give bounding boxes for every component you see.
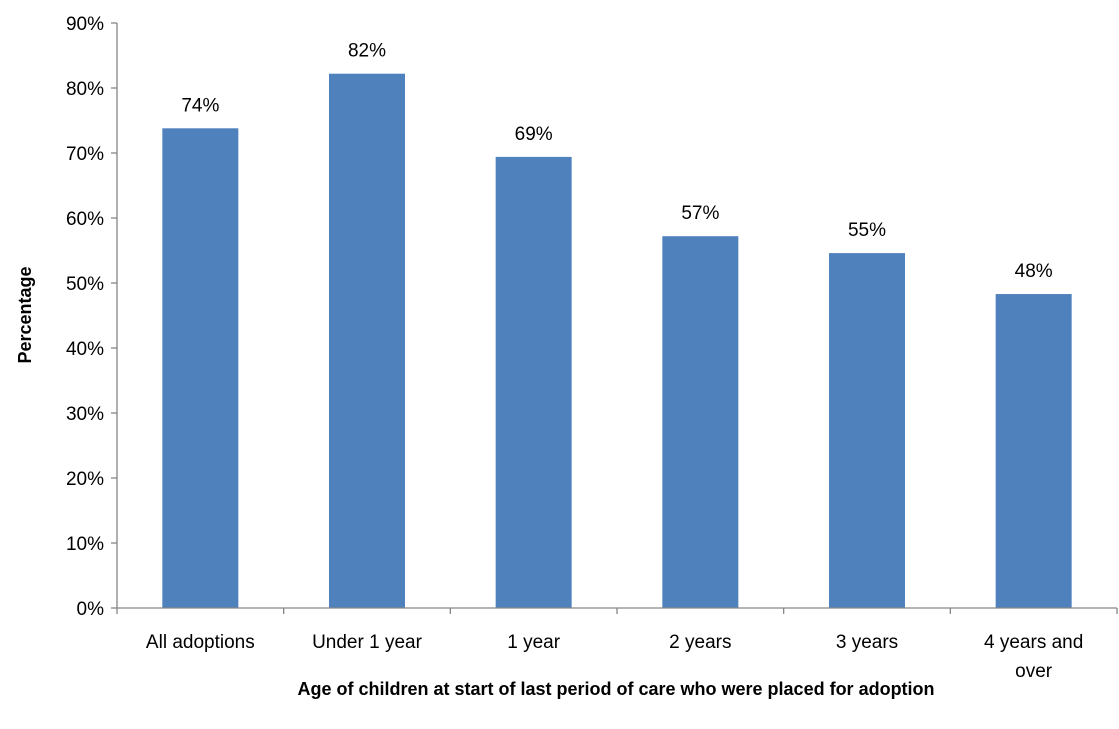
x-tick-label: 4 years and over bbox=[984, 632, 1083, 682]
y-tick-label: 40% bbox=[66, 339, 104, 360]
x-tick-label: 3 years bbox=[836, 632, 898, 653]
bar bbox=[495, 156, 572, 608]
x-tick-label: 1 year bbox=[507, 632, 560, 653]
y-tick-label: 10% bbox=[66, 534, 104, 555]
x-tick-label: All adoptions bbox=[146, 632, 255, 653]
data-label: 57% bbox=[681, 203, 719, 224]
y-tick-label: 0% bbox=[77, 599, 105, 620]
x-axis-title: Age of children at start of last period … bbox=[297, 679, 934, 699]
data-labels-layer: 74% 82% 69% 57% 55% 48% bbox=[181, 41, 1052, 282]
y-tick-label: 70% bbox=[66, 144, 104, 165]
data-label: 69% bbox=[515, 124, 553, 145]
data-label: 48% bbox=[1015, 261, 1053, 282]
x-tick-label: 2 years bbox=[669, 632, 731, 653]
bars-layer bbox=[162, 73, 1072, 609]
x-tick-label: Under 1 year bbox=[312, 632, 423, 653]
y-tick-label: 30% bbox=[66, 404, 104, 425]
bar bbox=[995, 294, 1072, 608]
x-ticks-layer: All adoptions Under 1 year 1 year 2 years 3 … bbox=[116, 608, 1118, 682]
bar bbox=[662, 236, 739, 608]
bar bbox=[829, 253, 905, 608]
y-tick-label: 20% bbox=[66, 469, 104, 490]
y-tick-label: 90% bbox=[66, 14, 104, 35]
data-label: 82% bbox=[348, 41, 386, 62]
data-label: 55% bbox=[848, 220, 886, 241]
data-label: 74% bbox=[181, 95, 219, 116]
y-axis-title: Percentage bbox=[15, 266, 35, 363]
bar bbox=[162, 128, 239, 609]
y-ticks-layer: 0% 10% 20% 30% 40% 50% 60% 70% 80% 90% bbox=[66, 14, 117, 620]
bar bbox=[329, 73, 405, 608]
y-tick-label: 80% bbox=[66, 79, 104, 100]
y-tick-label: 50% bbox=[66, 274, 104, 295]
axes-layer bbox=[116, 23, 1117, 609]
y-tick-label: 60% bbox=[66, 209, 104, 230]
